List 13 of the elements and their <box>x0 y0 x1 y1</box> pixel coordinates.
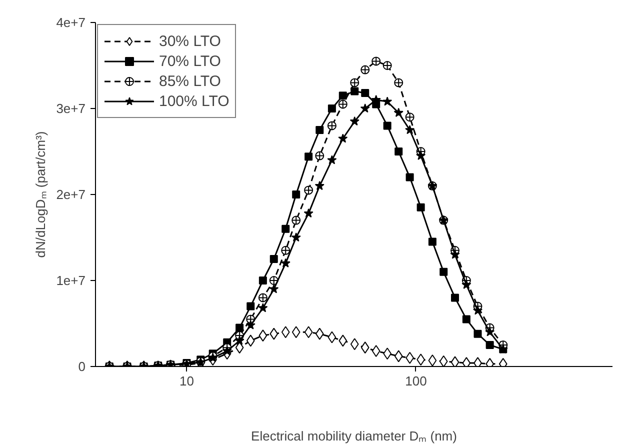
y-tick-label: 3e+7 <box>56 101 86 116</box>
legend-label: 30% LTO <box>159 32 221 50</box>
y-tick-label: 0 <box>78 359 86 374</box>
legend-label: 100% LTO <box>159 92 230 110</box>
x-tick-label: 100 <box>405 374 427 388</box>
y-tick-label: 4e+7 <box>56 15 86 30</box>
legend-label: 85% LTO <box>159 72 221 90</box>
y-axis-title: dN/dLogDₘ (part/cm³) <box>33 131 48 258</box>
x-axis-title: Electrical mobility diameter Dₘ (nm) <box>251 428 457 444</box>
y-tick-label: 2e+7 <box>56 187 86 202</box>
y-tick-label: 1e+7 <box>56 273 86 288</box>
x-tick-label: 10 <box>179 374 194 388</box>
legend-label: 70% LTO <box>159 52 221 70</box>
